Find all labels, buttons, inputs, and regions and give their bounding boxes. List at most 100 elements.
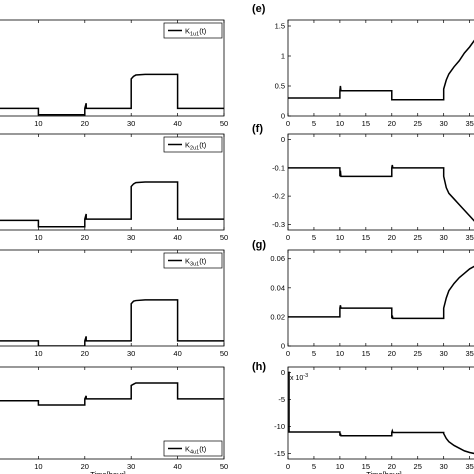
x-tick-label: 15 (362, 233, 370, 242)
y-tick-label: -10 (274, 422, 285, 431)
y-tick-label: 0 (281, 342, 285, 351)
x-tick-label: 50 (220, 119, 228, 128)
legend: K2u1(t) (163, 136, 223, 153)
chart-right-h: 0 5 10 15 20 25 30 35 -15 -10 -5 0 Time[hour] (274, 366, 474, 474)
plot-frame (287, 19, 474, 117)
legend: K4u1(t) (163, 440, 223, 457)
x-tick-label: 50 (220, 349, 228, 358)
plot-frame (287, 249, 474, 347)
x-tick-label: 35 (465, 349, 473, 358)
chart-right-e: 0 5 10 15 20 25 30 35 0 0.5 1 1.5 (275, 19, 474, 128)
panel-letter: (e) (252, 3, 266, 15)
x-tick-label: 10 (34, 462, 42, 471)
legend-box (163, 252, 223, 269)
x-tick-label: 20 (388, 119, 396, 128)
plot-frame (287, 133, 474, 231)
x-tick-label: 20 (388, 233, 396, 242)
x-tick-label: 10 (336, 233, 344, 242)
plot-frame (0, 19, 225, 117)
x-tick-label: 10 (336, 349, 344, 358)
x-tick-label: 20 (81, 233, 89, 242)
x-axis-label: Time[hour] (366, 470, 402, 474)
series-line (0, 73, 224, 116)
y-exponent-label: x 10-3 (290, 373, 308, 382)
y-tick-label: 1.5 (275, 22, 285, 31)
x-tick-label: 40 (173, 349, 181, 358)
x-tick-label: 25 (414, 119, 422, 128)
x-tick-label: 20 (388, 349, 396, 358)
x-tick-label: 30 (440, 462, 448, 471)
y-tick-label: 0.04 (270, 283, 285, 292)
x-tick-label: 35 (465, 119, 473, 128)
x-tick-label: 5 (312, 233, 316, 242)
x-tick-label: 10 (34, 233, 42, 242)
chart-left-1: 01020304050K1u1(t) (0, 19, 228, 128)
x-tick-label: 30 (127, 233, 135, 242)
x-tick-label: 30 (440, 119, 448, 128)
x-tick-label: 25 (414, 349, 422, 358)
y-tick-label: 0 (281, 135, 285, 144)
legend: K3u1(t) (163, 252, 223, 269)
series-line (288, 371, 474, 455)
y-tick-label: 0.02 (270, 312, 285, 321)
panel-letter: (h) (252, 361, 266, 373)
x-tick-label: 30 (440, 233, 448, 242)
legend-box (163, 136, 223, 153)
x-tick-label: 35 (465, 462, 473, 471)
series-line (0, 382, 224, 406)
chart-left-3: 01020304050K3u1(t) (0, 249, 228, 358)
y-tick-label: -0.1 (272, 163, 285, 172)
legend-label: K1u1(t) (185, 27, 207, 38)
plot-frame (0, 249, 225, 347)
series-line (288, 164, 474, 222)
series-line (0, 181, 224, 228)
x-tick-label: 5 (312, 462, 316, 471)
x-tick-label: 5 (312, 119, 316, 128)
y-tick-label: -15 (274, 449, 285, 458)
y-tick-label: 0 (281, 368, 285, 377)
y-tick-label: 0.5 (275, 82, 285, 91)
x-tick-label: 15 (362, 462, 370, 471)
legend: K1u1(t) (163, 22, 223, 39)
x-tick-label: 30 (440, 349, 448, 358)
plot-frame (287, 366, 474, 460)
x-axis-label: Time[hour] (90, 470, 126, 474)
x-tick-label: 10 (336, 462, 344, 471)
x-tick-label: 0 (286, 233, 290, 242)
series-line (0, 299, 224, 346)
plot-frame (0, 366, 225, 460)
x-tick-label: 35 (465, 233, 473, 242)
x-tick-label: 50 (220, 233, 228, 242)
x-tick-label: 0 (286, 462, 290, 471)
legend-label: K4u1(t) (185, 445, 207, 456)
y-tick-label: -0.2 (272, 192, 285, 201)
series-line (288, 39, 474, 101)
x-tick-label: 30 (127, 349, 135, 358)
x-tick-label: 20 (81, 462, 89, 471)
chart-left-4: 01020304050K4u1(t)Time[hour] (0, 366, 228, 474)
legend-box (163, 22, 223, 39)
chart-right-g: 0 5 10 15 20 25 30 35 0 0.02 0.04 0.06 (270, 249, 474, 358)
chart-left-2: 01020304050K2u1(t) (0, 133, 228, 242)
x-tick-label: 20 (81, 119, 89, 128)
x-tick-label: 10 (336, 119, 344, 128)
legend-box (163, 440, 223, 457)
y-tick-label: -5 (278, 395, 285, 404)
x-tick-label: 30 (127, 462, 135, 471)
x-tick-label: 40 (173, 119, 181, 128)
x-tick-label: 15 (362, 349, 370, 358)
series-line (288, 265, 474, 320)
x-tick-label: 0 (286, 349, 290, 358)
x-tick-label: 25 (414, 462, 422, 471)
panel-letter: (f) (252, 123, 263, 135)
y-tick-label: 0.06 (270, 254, 285, 263)
x-tick-label: 40 (173, 233, 181, 242)
x-tick-label: 10 (34, 349, 42, 358)
x-tick-label: 20 (81, 349, 89, 358)
x-tick-label: 10 (34, 119, 42, 128)
y-tick-label: 1 (281, 52, 285, 61)
x-tick-label: 40 (173, 462, 181, 471)
x-tick-label: 25 (414, 233, 422, 242)
chart-right-f: 0 5 10 15 20 25 30 35 -0.3 -0.2 -0.1 0 (272, 133, 474, 242)
panel-letter: (g) (252, 239, 266, 251)
